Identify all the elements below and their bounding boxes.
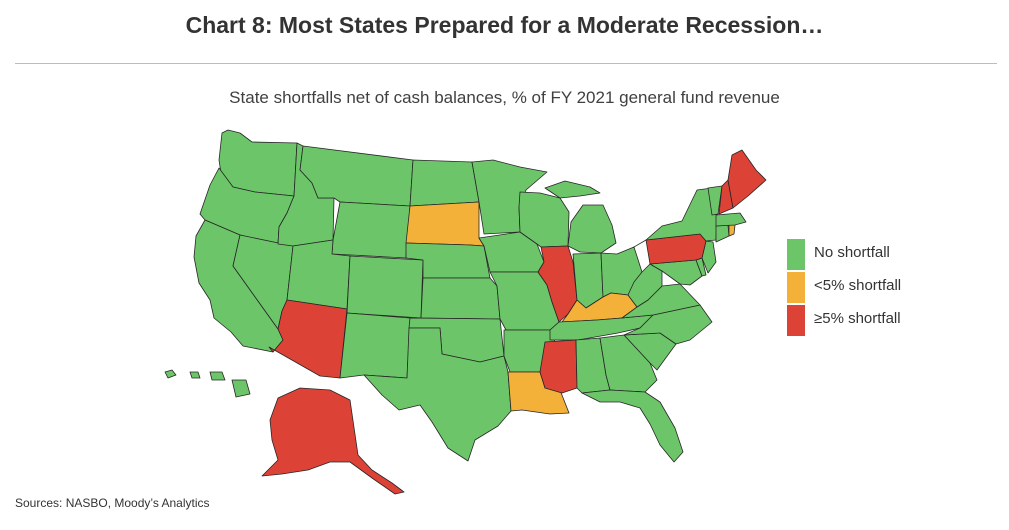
- state-hi: [164, 369, 251, 398]
- legend-label-lt5: <5% shortfall: [814, 277, 902, 294]
- state-ma: [715, 212, 747, 227]
- state-wv: [627, 263, 663, 308]
- title-divider: [15, 63, 997, 64]
- legend-swatch-ge5: [787, 305, 805, 336]
- state-ks: [420, 277, 501, 320]
- source-note: Sources: NASBO, Moody’s Analytics: [15, 496, 210, 510]
- state-co: [346, 255, 424, 319]
- legend-label-ge5: ≥5% shortfall: [814, 310, 901, 327]
- legend-label-no-shortfall: No shortfall: [814, 244, 890, 261]
- state-tx: [363, 327, 512, 462]
- state-sd: [405, 201, 485, 247]
- state-nd: [409, 159, 480, 207]
- state-ct: [715, 224, 730, 243]
- state-ms: [539, 339, 578, 394]
- state-vt: [707, 185, 723, 216]
- state-mi: [544, 180, 617, 254]
- chart-title: Chart 8: Most States Prepared for a Mode…: [185, 12, 824, 38]
- state-tn: [549, 314, 654, 341]
- state-ri: [728, 224, 736, 237]
- legend-swatch-no-shortfall: [787, 239, 805, 270]
- state-fl: [581, 389, 684, 463]
- state-nm: [339, 312, 411, 379]
- chart-subtitle: State shortfalls net of cash balances, %…: [229, 88, 780, 107]
- state-wy: [331, 201, 411, 259]
- legend-swatch-lt5: [787, 272, 805, 303]
- state-me: [727, 149, 767, 209]
- state-ak: [261, 387, 405, 495]
